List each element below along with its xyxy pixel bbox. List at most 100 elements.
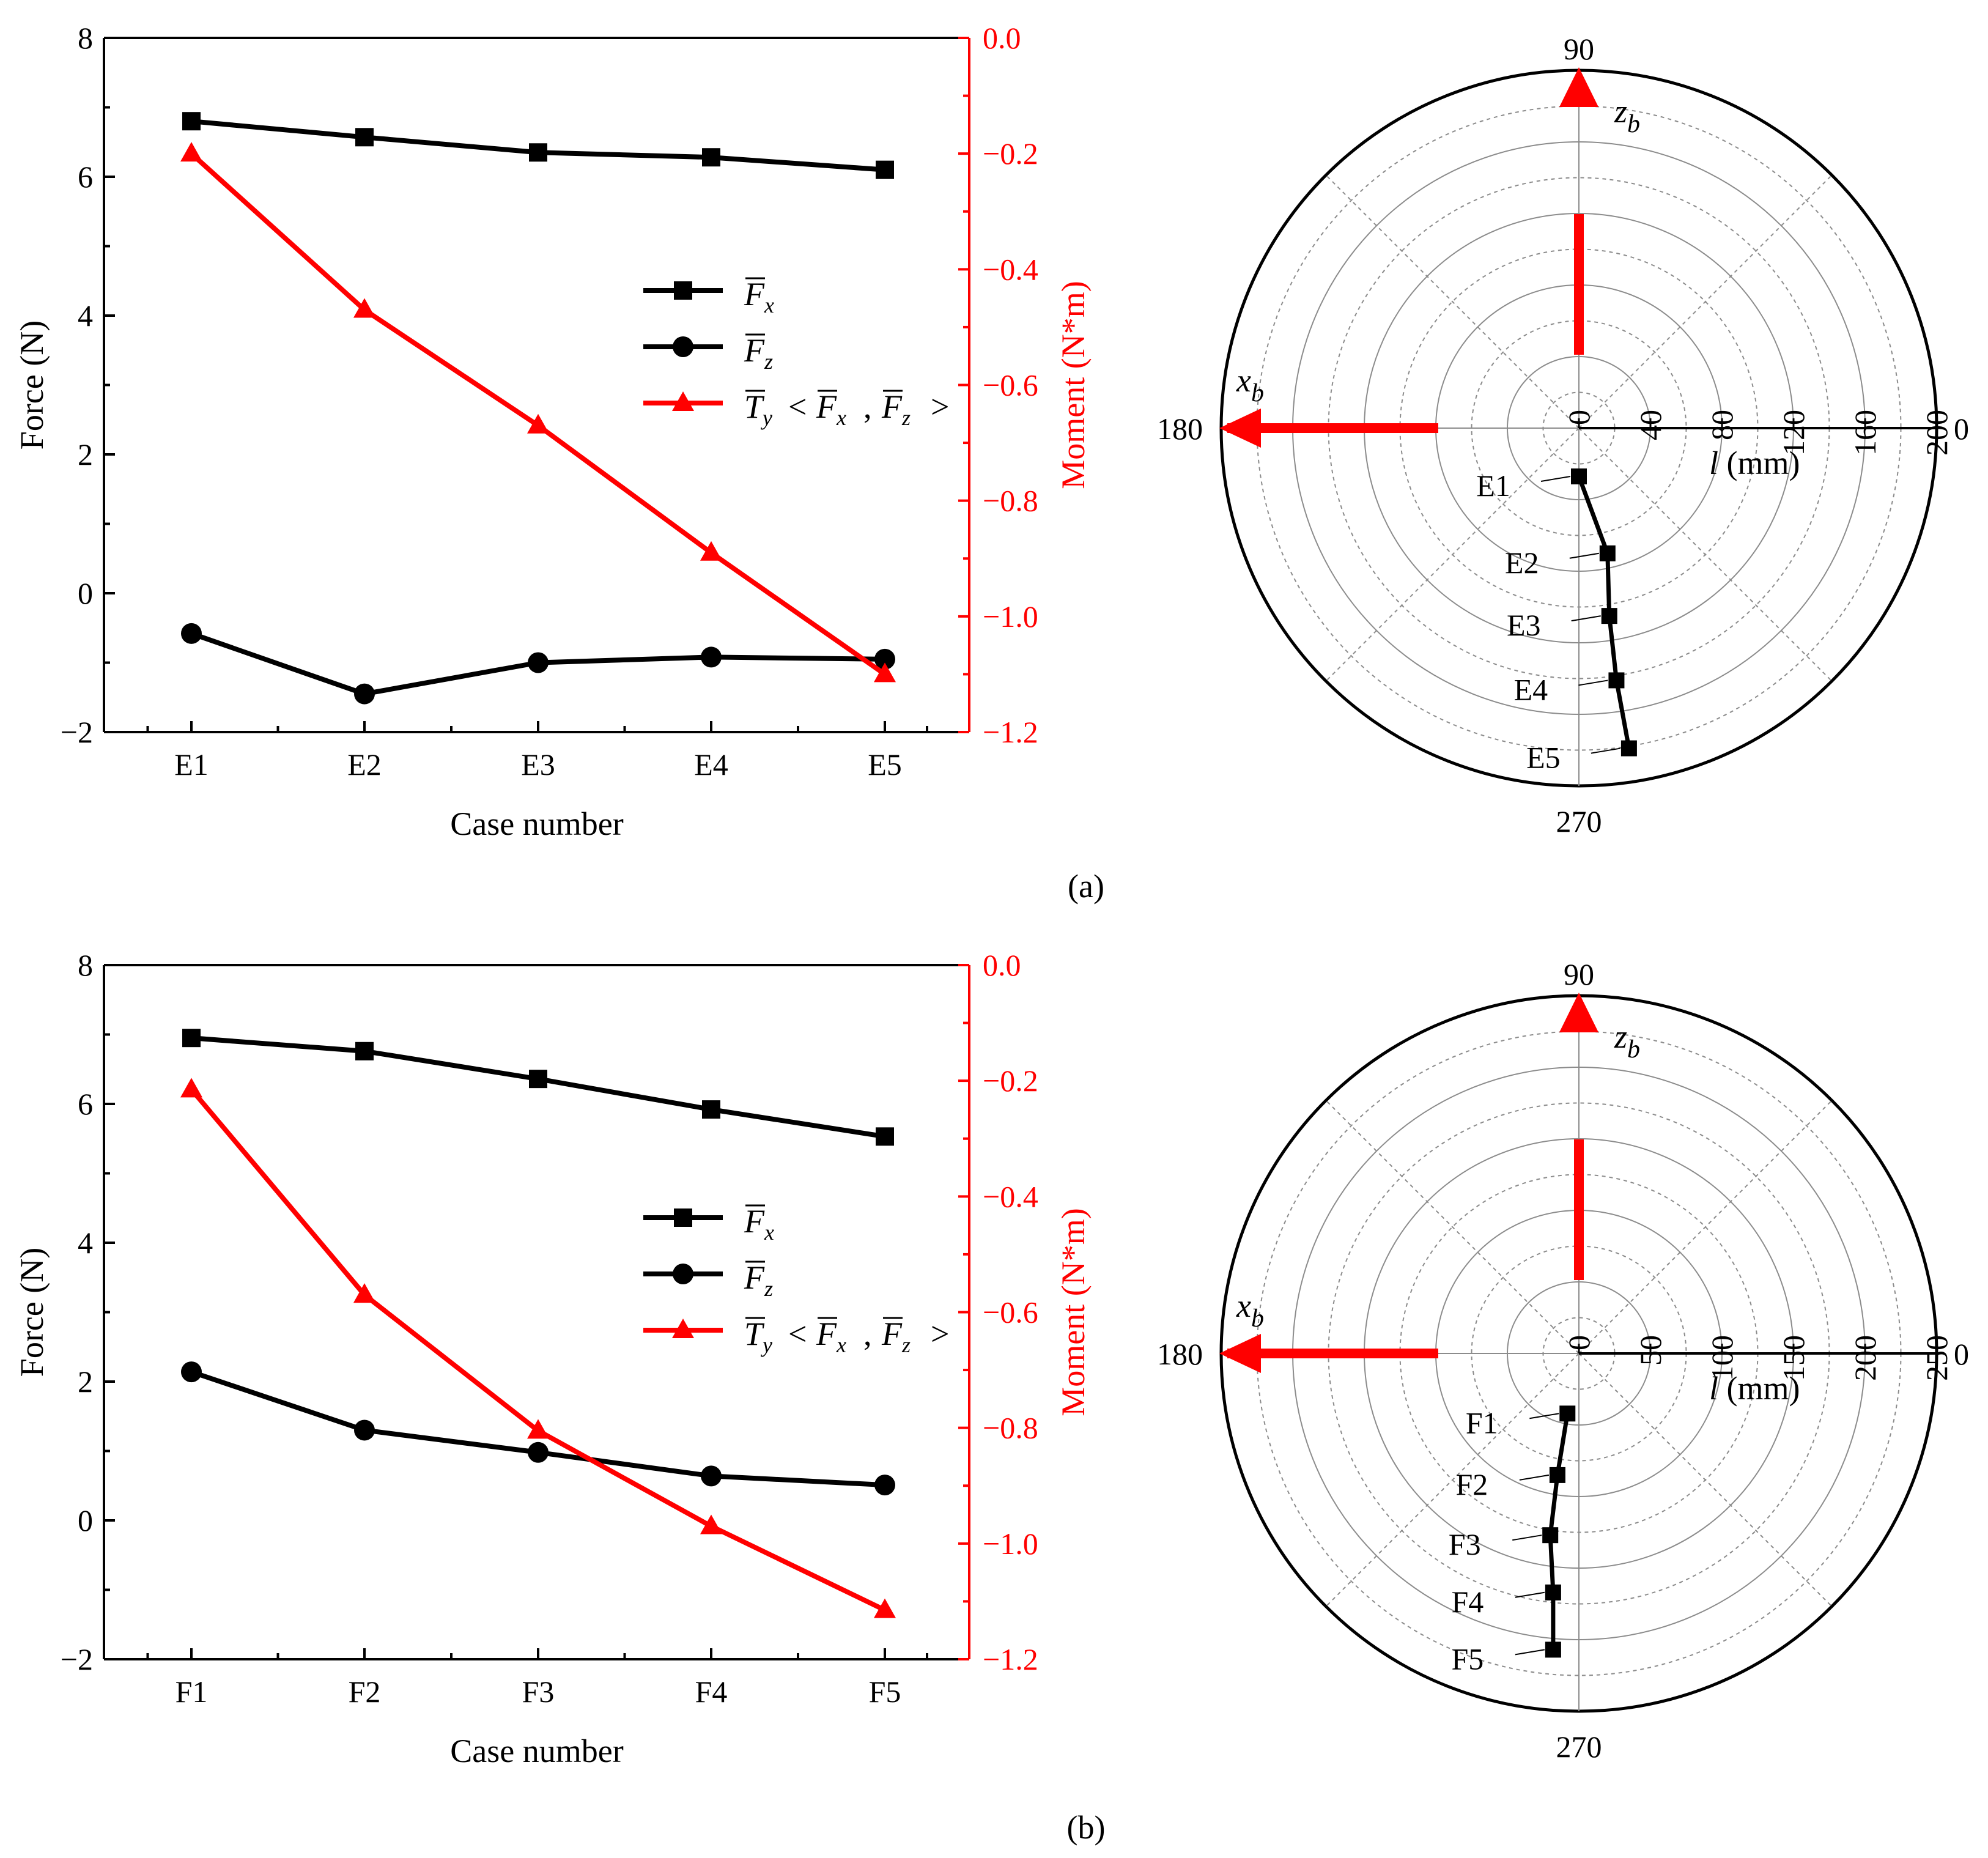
panel-b-polar-chart: 0 50 100 150 200 250 90 180 270 0 l (mm) zb xb F1 F2 F3… <box>1157 957 1969 1764</box>
polar-point-label-F2: F2 <box>1455 1467 1488 1501</box>
point-triangle-E5 <box>874 662 896 683</box>
point-triangle-E3 <box>527 413 549 434</box>
legend-label: Fz <box>744 332 773 374</box>
panel-a-polar-chart: 0 40 80 120 160 200 90 180 270 0 l (mm) zb xb E1 E2 E3 E… <box>1157 32 1969 838</box>
polar-r-tick-label: 200 <box>1848 1335 1882 1381</box>
legend-label: Ty <box>744 388 772 430</box>
point-circle-F5 <box>874 1475 895 1496</box>
polar-r-axis-title: l (mm) <box>1709 1370 1800 1407</box>
y-right-tick-label: −0.8 <box>983 1411 1038 1445</box>
y2-axis-title: Moment (N*m) <box>1055 1208 1092 1416</box>
y-left-tick-label: 6 <box>78 160 93 194</box>
series-line-2 <box>189 1087 886 1613</box>
legend-marker <box>674 1208 692 1227</box>
polar-point-label-F4: F4 <box>1451 1585 1484 1619</box>
point-square-E2 <box>355 128 374 147</box>
point-triangle-E1 <box>180 142 202 162</box>
polar-point-E5 <box>1620 740 1637 757</box>
polar-point-F3 <box>1542 1527 1559 1544</box>
y-right-tick-label: −1.2 <box>983 1642 1038 1676</box>
polar-point-label-F3: F3 <box>1449 1527 1481 1561</box>
legend-marker <box>674 281 692 300</box>
polar-radial-gridline <box>1325 1100 1580 1354</box>
legend-label: Fx <box>744 276 774 317</box>
legend-label-comma: , <box>863 388 872 425</box>
polar-point-label-E2: E2 <box>1505 546 1539 580</box>
point-circle-E1 <box>181 623 202 644</box>
legend-label-lt: < <box>788 388 807 425</box>
y-left-tick-label: 8 <box>78 948 93 982</box>
y-right-tick-label: 0.0 <box>983 948 1021 982</box>
xb-label: xb <box>1236 362 1264 407</box>
x-axis-title: Case number <box>450 805 623 842</box>
polar-point-leader <box>1540 475 1571 482</box>
point-triangle-F1 <box>180 1078 202 1098</box>
point-square-F4 <box>702 1100 720 1119</box>
x-tick-label: E4 <box>694 747 728 782</box>
xb-arrow-head <box>1219 1334 1261 1373</box>
xb-arrow-shaft <box>1227 1349 1438 1358</box>
point-square-F1 <box>182 1029 201 1048</box>
point-circle-F3 <box>528 1442 549 1463</box>
point-triangle-E2 <box>353 298 375 318</box>
x-tick-label: E2 <box>347 747 382 782</box>
y-right-tick-label: −1.0 <box>983 1527 1038 1561</box>
polar-radial-gridline <box>1578 427 1833 682</box>
polar-radial-gridline <box>1325 427 1580 682</box>
polar-point-leader <box>1515 1649 1545 1656</box>
polar-r-tick-label: 50 <box>1633 1335 1668 1366</box>
y-left-tick-label: 6 <box>78 1087 93 1121</box>
point-triangle-F5 <box>874 1598 896 1618</box>
polar-radial-gridline <box>1578 1100 1833 1354</box>
legend-label-comma: , <box>863 1316 872 1352</box>
legend-marker <box>672 391 694 411</box>
xb-arrow-shaft <box>1227 423 1438 433</box>
legend-label-gt: > <box>931 1316 949 1352</box>
x-tick-label: F4 <box>695 1675 728 1709</box>
polar-r-tick-label: 200 <box>1920 410 1954 456</box>
point-square-E4 <box>702 148 720 167</box>
point-triangle-F2 <box>353 1283 375 1303</box>
polar-r-tick-label: 120 <box>1776 410 1811 456</box>
polar-point-label-F1: F1 <box>1466 1405 1498 1440</box>
polar-point-label-E5: E5 <box>1526 741 1561 775</box>
point-square-F5 <box>876 1127 894 1146</box>
y-right-tick-label: −1.2 <box>983 715 1038 749</box>
polar-angle-label-0: 0 <box>1954 412 1969 446</box>
point-circle-E2 <box>354 683 375 705</box>
zb-arrow-head <box>1559 67 1598 107</box>
polar-point-E2 <box>1599 545 1616 561</box>
polar-r-tick-label: 0 <box>1562 1335 1596 1350</box>
polar-point-leader <box>1512 1534 1542 1541</box>
polar-r-tick-label: 250 <box>1920 1335 1954 1381</box>
y-axis-title: Force (N) <box>13 1248 50 1377</box>
y-left-tick-label: 2 <box>78 437 93 472</box>
legend-label: Fx <box>744 1203 774 1245</box>
polar-angle-label-90: 90 <box>1564 32 1594 66</box>
point-square-E1 <box>182 112 201 131</box>
polar-point-F1 <box>1559 1405 1576 1422</box>
polar-point-label-E3: E3 <box>1507 608 1541 642</box>
y-left-tick-label: 0 <box>78 1503 93 1538</box>
polar-r-tick-label: 160 <box>1848 410 1882 456</box>
y-left-tick-label: 8 <box>78 21 93 55</box>
polar-radial-gridline <box>1325 1353 1580 1607</box>
x-tick-label: F2 <box>349 1675 381 1709</box>
x-tick-label: E3 <box>521 747 555 782</box>
legend-label-fz: Fz <box>881 1316 911 1357</box>
y-right-tick-label: 0.0 <box>983 21 1021 55</box>
caption-a: (a) <box>1068 868 1104 905</box>
x-tick-label: E1 <box>174 747 209 782</box>
y-right-tick-label: −0.6 <box>983 1295 1038 1330</box>
polar-r-tick-label: 150 <box>1776 1335 1811 1381</box>
point-square-F3 <box>529 1070 547 1089</box>
polar-point-label-E4: E4 <box>1514 672 1548 706</box>
point-circle-F4 <box>701 1465 722 1487</box>
legend-label-lt: < <box>788 1316 807 1352</box>
zb-arrow-shaft <box>1574 1139 1584 1280</box>
polar-point-F2 <box>1549 1467 1565 1483</box>
polar-point-leader <box>1578 679 1608 686</box>
y-left-tick-label: −2 <box>61 715 93 749</box>
point-circle-F1 <box>181 1361 202 1383</box>
